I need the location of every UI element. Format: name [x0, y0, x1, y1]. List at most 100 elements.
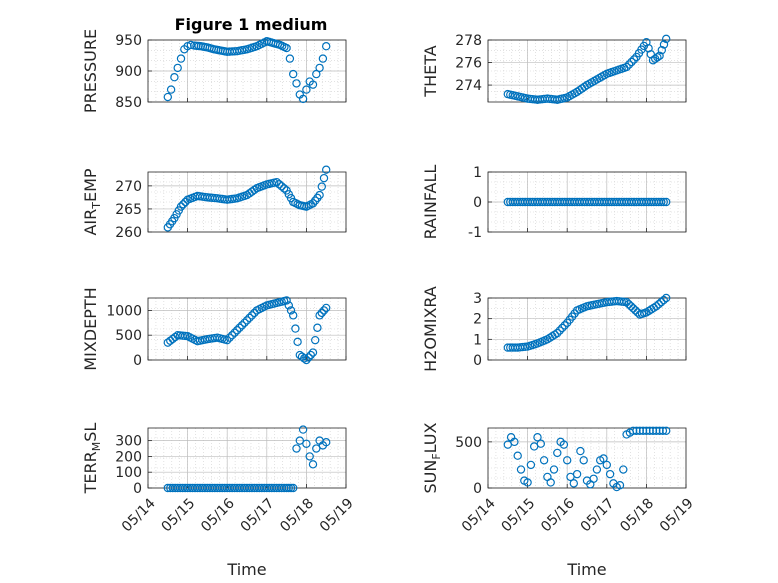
data-point	[558, 323, 567, 333]
data-point	[536, 439, 546, 448]
y-tick-label: 274	[455, 78, 482, 94]
data-point	[308, 199, 318, 208]
data-point	[631, 306, 640, 315]
data-point	[298, 94, 308, 104]
axes-box	[147, 171, 347, 233]
data-point	[645, 426, 654, 435]
data-point	[230, 328, 239, 337]
data-point	[592, 465, 602, 474]
data-point	[662, 293, 671, 303]
data-point	[569, 479, 579, 488]
data-point	[300, 354, 309, 363]
data-point	[322, 438, 331, 447]
y-tick-label: 1000	[106, 303, 142, 319]
data-point	[516, 465, 526, 474]
y-axis-label: THETA	[421, 45, 440, 97]
data-point	[295, 436, 304, 445]
data-point	[658, 426, 668, 435]
x-tick-label: 05/15	[498, 495, 538, 535]
data-point	[289, 69, 298, 79]
data-point	[526, 460, 536, 470]
data-point	[605, 469, 615, 479]
theta-chart: 274 276 278 THETA	[421, 33, 687, 104]
data-point	[222, 335, 232, 345]
data-point	[227, 331, 237, 340]
data-point	[304, 353, 313, 362]
y-tick-label: 270	[115, 179, 142, 195]
x-tick-label: 05/17	[578, 495, 618, 535]
data-point	[322, 165, 331, 174]
data-point	[298, 425, 308, 434]
data-point	[250, 185, 259, 195]
data-point	[563, 456, 572, 465]
axes-box	[487, 39, 687, 103]
data-point	[513, 451, 522, 460]
x-axis-label: Time	[566, 560, 606, 579]
y-tick-label: 1	[473, 332, 482, 348]
data-point	[579, 456, 588, 465]
data-point	[315, 311, 324, 320]
axes-box	[487, 427, 687, 489]
data-point	[629, 426, 638, 435]
data-point	[285, 54, 295, 63]
x-tick-label: 05/19	[317, 495, 357, 535]
data-point	[657, 297, 666, 307]
data-point	[322, 303, 331, 313]
y-tick-label: 0	[473, 353, 482, 369]
data-point	[553, 448, 562, 458]
data-point	[539, 456, 549, 465]
data-point	[576, 446, 585, 456]
data-point	[282, 43, 291, 53]
data-point	[302, 355, 311, 365]
data-point	[186, 40, 196, 50]
axes-box	[147, 297, 347, 361]
data-point	[313, 323, 322, 332]
data-point	[292, 79, 301, 88]
y-tick-label: 276	[455, 56, 482, 72]
data-point	[572, 469, 582, 479]
data-point	[176, 54, 186, 63]
data-point	[642, 426, 651, 435]
x-tick-label: 05/18	[617, 495, 657, 535]
data-point	[652, 302, 661, 311]
x-tick-label: 05/16	[198, 495, 238, 535]
data-point	[322, 42, 331, 51]
data-point	[247, 311, 257, 320]
data-point	[245, 313, 254, 323]
x-tick-label: 05/15	[158, 495, 198, 535]
data-point	[315, 63, 324, 73]
data-point	[306, 350, 315, 360]
y-tick-label: 500	[115, 328, 142, 344]
y-tick-label: 100	[115, 465, 142, 481]
y-tick-label: 2	[473, 312, 482, 328]
data-point	[662, 426, 671, 435]
y-axis-label: RAINFALL	[421, 165, 440, 240]
data-point	[533, 433, 542, 442]
data-point	[292, 444, 301, 453]
pressure-chart: 850 900 950 PRESSURE	[81, 29, 347, 113]
data-point	[553, 328, 562, 338]
data-point	[286, 306, 296, 315]
data-point	[319, 173, 329, 183]
air-temp-chart: 260 265 270 AIRTEMP	[81, 165, 347, 241]
data-point	[648, 426, 658, 435]
data-point	[170, 72, 179, 82]
data-point	[312, 69, 321, 79]
data-point	[619, 465, 628, 474]
data-point	[176, 202, 186, 211]
data-point	[166, 85, 176, 94]
data-point	[319, 306, 329, 315]
y-tick-label: 0	[133, 481, 142, 497]
data-point	[305, 452, 314, 461]
data-point	[291, 324, 300, 333]
data-point	[178, 200, 188, 209]
data-point	[318, 54, 328, 63]
h2omixra-chart: 0 1 2 3 H2OMIXRA	[421, 286, 687, 372]
data-point	[546, 478, 555, 487]
y-tick-label: 260	[115, 225, 142, 241]
data-point	[272, 177, 281, 187]
data-point	[242, 316, 252, 325]
subplot-grid: 850 900 950 PRESSURE 274 276 278 THETA 260 265 270…	[81, 29, 697, 579]
rainfall-chart: -1 0 1 RAINFALL	[421, 165, 687, 241]
